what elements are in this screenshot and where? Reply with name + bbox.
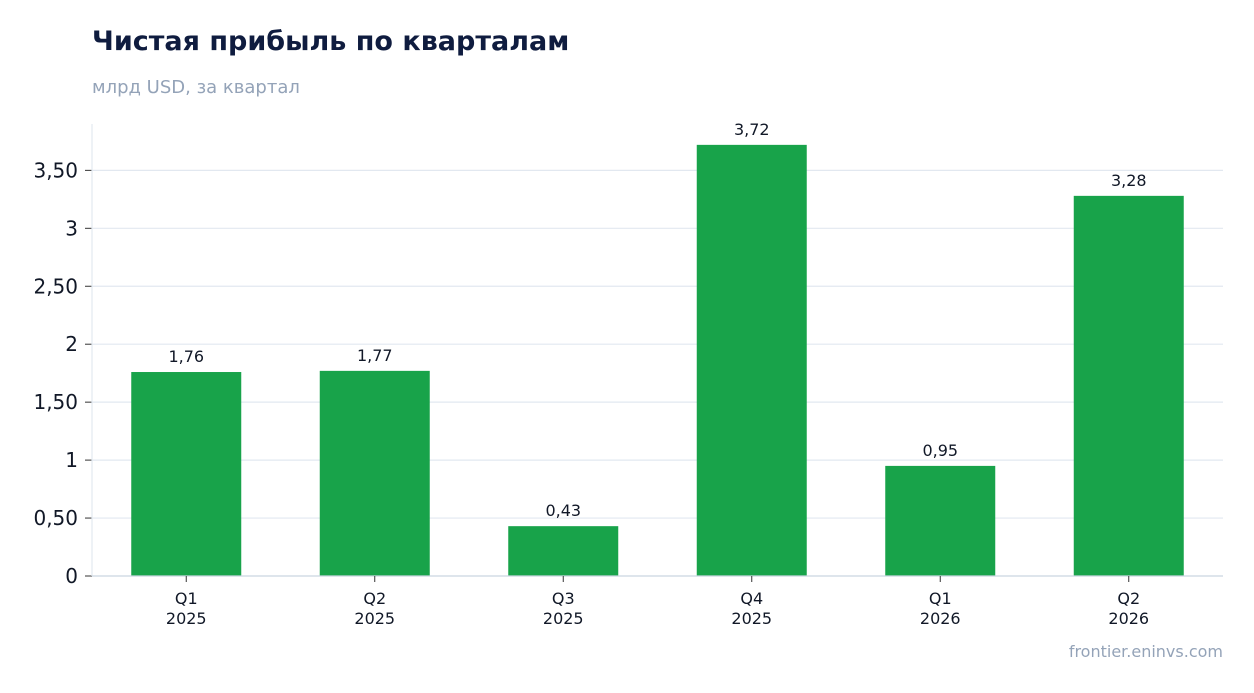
x-tick-label: 2025 [166,609,207,628]
y-tick-label: 1 [65,448,78,472]
bar-value-label: 0,43 [545,501,581,520]
x-tick-label: 2026 [920,609,961,628]
bar [508,526,619,576]
bar [696,144,807,576]
x-tick-label: Q1 [929,589,952,608]
y-tick-label: 3,50 [33,158,78,182]
x-tick-label: 2026 [1108,609,1149,628]
y-tick-label: 2,50 [33,274,78,298]
chart-title: Чистая прибыль по кварталам [92,26,570,57]
y-tick-label: 0,50 [33,506,78,530]
bar-value-label: 1,77 [357,346,393,365]
gridlines [92,169,1223,519]
bar [885,465,996,576]
bar-value-label: 3,28 [1111,171,1147,190]
bar [131,372,242,576]
bar-value-label: 3,72 [734,120,770,139]
x-tick-label: Q1 [175,589,198,608]
y-tick-label: 0 [65,564,78,588]
chart-subtitle: млрд USD, за квартал [92,77,300,98]
source-credit: frontier.eninvs.com [1068,642,1223,661]
x-tick-label: 2025 [354,609,395,628]
y-tick-label: 1,50 [33,390,78,414]
axes [85,124,1223,582]
x-tick-label: Q3 [552,589,575,608]
bars [131,144,1184,576]
bar [319,370,430,576]
x-tick-label: Q2 [363,589,386,608]
labels: 00,5011,5022,5033,501,76Q120251,77Q22025… [33,120,1149,628]
y-tick-label: 2 [65,332,78,356]
x-tick-label: Q2 [1117,589,1140,608]
bar-value-label: 1,76 [168,347,204,366]
x-tick-label: 2025 [731,609,772,628]
x-tick-label: 2025 [543,609,584,628]
bar [1073,195,1184,576]
y-tick-label: 3 [65,216,78,240]
x-tick-label: Q4 [740,589,763,608]
bar-value-label: 0,95 [922,441,958,460]
